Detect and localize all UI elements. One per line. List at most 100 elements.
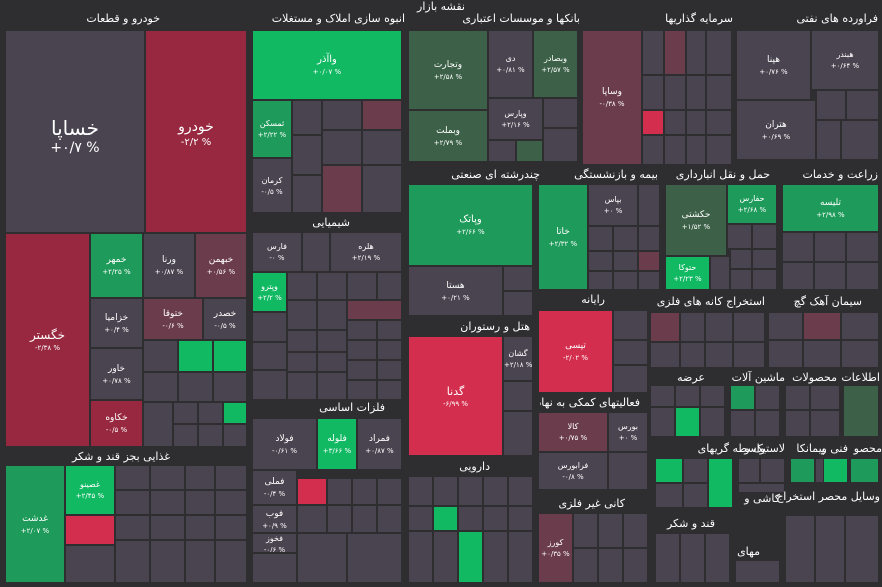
stock-tile-small[interactable]	[680, 533, 705, 583]
stock-tile[interactable]: وپارس +۲/۱۶ %	[488, 98, 543, 140]
stock-tile-small[interactable]	[613, 271, 638, 290]
stock-tile[interactable]: وپاتک +۲/۶۶ %	[408, 184, 533, 266]
stock-tile-small[interactable]	[198, 424, 223, 447]
stock-tile-small[interactable]	[846, 262, 879, 290]
stock-tile-small[interactable]	[65, 515, 115, 545]
stock-tile-small[interactable]	[322, 165, 362, 213]
stock-tile-small[interactable]	[730, 249, 752, 269]
stock-tile[interactable]: خگستر -۲/۳۸ %	[5, 233, 90, 447]
stock-tile-small[interactable]	[588, 226, 613, 251]
stock-tile-small[interactable]	[686, 135, 706, 165]
stock-tile-small[interactable]	[352, 505, 377, 533]
stock-tile-small[interactable]	[650, 312, 680, 342]
stock-tile[interactable]: وساپا -۰/۳۸ %	[582, 30, 642, 165]
stock-tile-small[interactable]	[843, 385, 879, 437]
stock-tile-small[interactable]	[705, 312, 733, 342]
stock-tile-small[interactable]	[733, 342, 765, 368]
stock-tile-small[interactable]	[292, 100, 322, 135]
stock-tile-small[interactable]	[115, 515, 150, 540]
stock-tile-small[interactable]	[573, 548, 598, 583]
stock-tile[interactable]: خبهمن +۰/۵۶ %	[195, 233, 247, 298]
stock-tile-small[interactable]	[213, 340, 247, 372]
stock-tile-small[interactable]	[215, 490, 247, 515]
stock-tile-small[interactable]	[706, 75, 732, 110]
stock-tile-small[interactable]	[700, 407, 725, 437]
stock-tile-small[interactable]	[287, 372, 317, 400]
stock-tile-small[interactable]	[768, 340, 803, 368]
stock-tile-small[interactable]	[377, 320, 402, 340]
stock-tile-small[interactable]	[588, 271, 613, 290]
stock-tile-small[interactable]	[292, 175, 322, 213]
stock-tile-small[interactable]	[287, 272, 317, 300]
stock-tile-small[interactable]	[213, 372, 247, 402]
stock-tile-small[interactable]	[700, 385, 725, 407]
stock-tile-small[interactable]	[483, 506, 508, 531]
stock-tile-small[interactable]	[803, 312, 841, 340]
stock-tile-small[interactable]	[302, 232, 330, 272]
stock-tile-small[interactable]	[650, 385, 675, 407]
stock-tile-small[interactable]	[638, 251, 660, 271]
stock-tile-small[interactable]	[297, 533, 347, 583]
stock-tile-small[interactable]	[65, 545, 115, 583]
stock-tile[interactable]: بپاس +۰ %	[588, 184, 638, 226]
stock-tile-small[interactable]	[686, 75, 706, 110]
stock-tile[interactable]: وتجارت +۲/۵۸ %	[408, 30, 488, 110]
stock-tile-small[interactable]	[377, 505, 402, 533]
stock-tile-small[interactable]	[433, 531, 458, 583]
stock-tile-small[interactable]	[730, 385, 755, 410]
stock-tile-small[interactable]	[347, 360, 377, 380]
stock-tile-small[interactable]	[706, 30, 732, 75]
stock-tile-small[interactable]	[760, 458, 785, 483]
stock-tile[interactable]: حتوکا +۲/۲۳ %	[665, 256, 710, 290]
stock-tile-small[interactable]	[516, 140, 543, 162]
stock-tile-small[interactable]	[638, 226, 660, 251]
stock-tile-small[interactable]	[706, 135, 732, 165]
stock-tile-small[interactable]	[252, 342, 287, 370]
stock-tile-small[interactable]	[223, 402, 247, 424]
stock-tile-small[interactable]	[185, 465, 215, 490]
stock-tile-small[interactable]	[377, 360, 402, 380]
stock-tile-small[interactable]	[150, 465, 185, 490]
stock-tile-small[interactable]	[752, 269, 777, 290]
stock-tile[interactable]: ختوقا -۰/۶ %	[143, 298, 203, 340]
stock-tile-small[interactable]	[223, 424, 247, 447]
stock-tile-small[interactable]	[705, 342, 733, 368]
stock-tile-small[interactable]	[178, 340, 213, 372]
stock-tile[interactable]: کرمان -۰/۵ %	[252, 158, 292, 213]
stock-tile[interactable]: هستا +۰/۲۱ %	[408, 266, 503, 316]
stock-tile-small[interactable]	[503, 266, 533, 291]
stock-tile[interactable]: تپسی -۲/۰۲ %	[538, 310, 613, 393]
stock-tile-small[interactable]	[680, 342, 705, 368]
stock-tile-small[interactable]	[664, 110, 686, 135]
stock-tile-small[interactable]	[362, 100, 402, 130]
stock-tile-small[interactable]	[433, 506, 458, 531]
stock-tile-small[interactable]	[655, 483, 683, 508]
stock-tile-small[interactable]	[347, 320, 377, 340]
stock-tile-small[interactable]	[823, 458, 848, 483]
stock-tile-small[interactable]	[613, 340, 648, 365]
stock-tile-small[interactable]	[198, 402, 223, 424]
stock-tile[interactable]: واآذر +۰/۰۷ %	[252, 30, 402, 100]
stock-tile-small[interactable]	[655, 533, 680, 583]
stock-tile-small[interactable]	[850, 458, 879, 483]
stock-tile-small[interactable]	[782, 262, 814, 290]
stock-tile-small[interactable]	[377, 478, 402, 505]
stock-tile-small[interactable]	[215, 515, 247, 540]
stock-tile-small[interactable]	[664, 30, 686, 75]
stock-tile-small[interactable]	[322, 130, 362, 165]
stock-tile[interactable]: فوب +۰/۹ %	[252, 505, 297, 533]
stock-tile-small[interactable]	[608, 452, 648, 490]
stock-tile-small[interactable]	[642, 30, 664, 75]
stock-tile-small[interactable]	[738, 483, 785, 493]
stock-tile-small[interactable]	[150, 515, 185, 540]
stock-tile-small[interactable]	[115, 540, 150, 583]
stock-tile-small[interactable]	[377, 380, 402, 400]
stock-tile-small[interactable]	[613, 310, 648, 340]
stock-tile-small[interactable]	[683, 458, 708, 483]
stock-tile-small[interactable]	[598, 513, 623, 548]
stock-tile-small[interactable]	[816, 90, 846, 120]
stock-tile-small[interactable]	[185, 490, 215, 515]
stock-tile-small[interactable]	[650, 342, 680, 368]
stock-tile[interactable]: کالا +۰/۷۵ %	[538, 412, 608, 452]
stock-tile-small[interactable]	[664, 75, 686, 110]
